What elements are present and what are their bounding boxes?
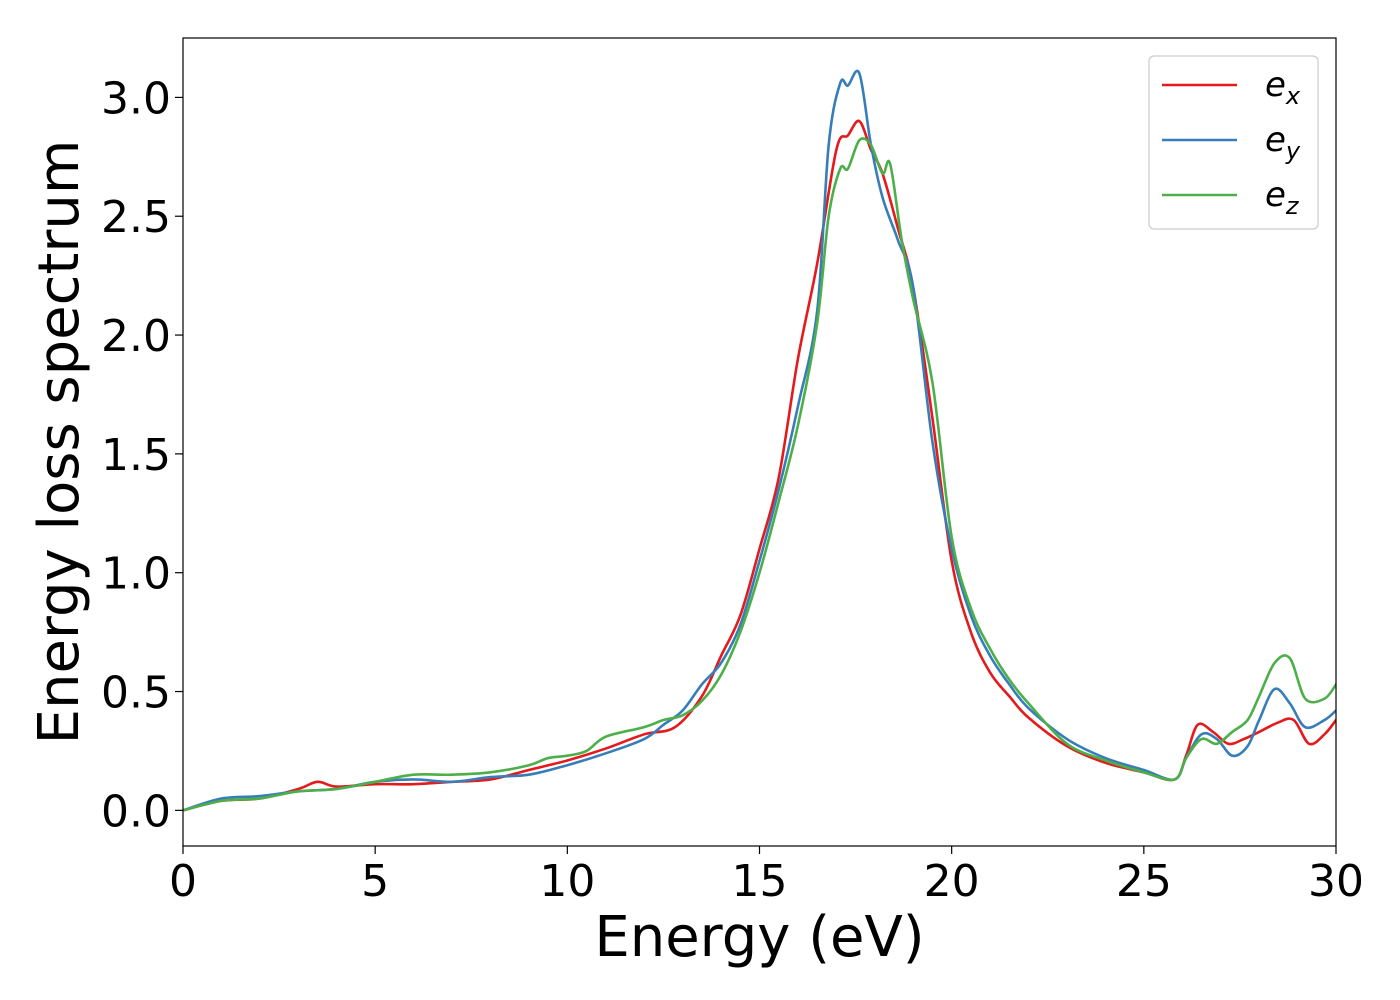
legend-box: [1148, 55, 1319, 230]
x-axis-label: Energy (eV): [594, 905, 924, 970]
y-axis-label: Energy loss spectrum: [27, 140, 92, 745]
y-tick-label: 2.0: [101, 311, 171, 362]
y-tick-label: 1.0: [101, 549, 171, 600]
y-tick-label: 0.5: [101, 668, 171, 719]
x-tick-label: 15: [732, 856, 788, 907]
legend-label-ex: ex: [1265, 65, 1301, 110]
x-tick-label: 10: [539, 856, 595, 907]
x-tick-label: 5: [361, 856, 389, 907]
y-axis-ticks: 0.0 0.5 1.0 1.5 2.0 2.5 3.0: [101, 73, 183, 837]
legend: ex ey ez: [1148, 55, 1319, 230]
y-tick-label: 3.0: [101, 73, 171, 124]
x-tick-label: 25: [1116, 856, 1172, 907]
x-tick-label: 20: [924, 856, 980, 907]
y-tick-label: 0.0: [101, 786, 171, 837]
series-line-ey: [183, 69, 1336, 812]
y-tick-label: 1.5: [101, 430, 171, 481]
legend-label-ey: ey: [1265, 120, 1301, 165]
y-tick-label: 2.5: [101, 192, 171, 243]
x-tick-label: 0: [169, 856, 197, 907]
series-layer: [183, 69, 1336, 812]
series-line-ez: [183, 137, 1336, 812]
x-tick-label: 30: [1308, 856, 1364, 907]
legend-label-ez: ez: [1265, 175, 1300, 220]
x-axis-ticks: 0 5 10 15 20 25 30: [169, 846, 1364, 907]
